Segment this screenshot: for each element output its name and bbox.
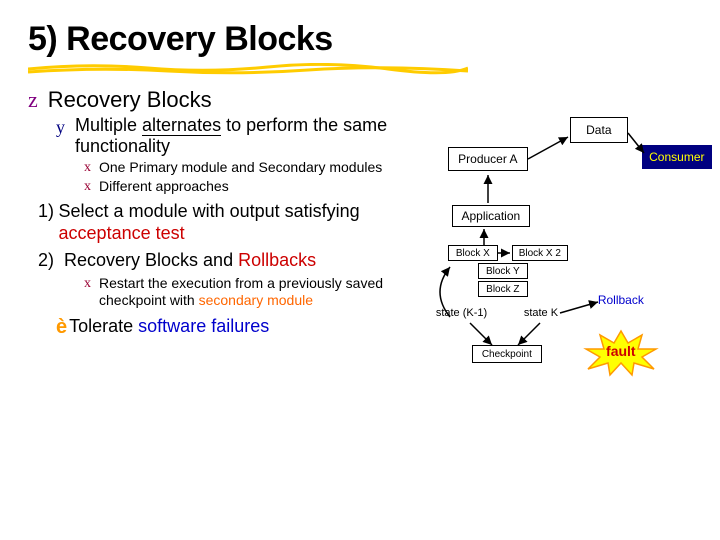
application-box: Application — [452, 205, 530, 227]
consumer-box: Consumer — [642, 145, 712, 169]
text-content: z Recovery Blocks y Multiple alternates … — [28, 87, 400, 397]
block-x-box: Block X — [448, 245, 498, 261]
level3-text: One Primary module and Secondary modules — [99, 159, 382, 176]
block-x2-box: Block X 2 — [512, 245, 568, 261]
arrow-bullet: è — [56, 316, 67, 339]
level1-text: Recovery Blocks — [48, 87, 212, 113]
arrow-text: Tolerate software failures — [69, 316, 269, 337]
fault-burst: fault — [582, 329, 660, 382]
checkpoint-box: Checkpoint — [472, 345, 542, 363]
title-underline — [28, 63, 468, 73]
state-k1-label: state (K-1) — [436, 307, 487, 319]
number-bullet: 2) — [38, 250, 64, 271]
level3-text: Different approaches — [99, 178, 229, 195]
number-bullet: 1) — [38, 201, 59, 222]
numbered-text: Recovery Blocks and Rollbacks — [64, 250, 316, 271]
numbered-text: Select a module with output satisfying a… — [59, 201, 400, 243]
state-k-label: state K — [524, 307, 558, 319]
data-box: Data — [570, 117, 628, 143]
y-bullet: y — [56, 117, 65, 138]
x-bullet: x — [84, 276, 91, 292]
producer-box: Producer A — [448, 147, 528, 171]
block-z-box: Block Z — [478, 281, 528, 297]
z-bullet: z — [28, 87, 38, 113]
level3-text: Restart the execution from a previously … — [99, 275, 400, 308]
x-bullet: x — [84, 179, 91, 195]
slide-title: 5) Recovery Blocks — [28, 20, 692, 59]
level2-text: Multiple alternates to perform the same … — [75, 115, 400, 157]
block-y-box: Block Y — [478, 263, 528, 279]
x-bullet: x — [84, 160, 91, 176]
diagram-area: Data Consumer Producer A — [400, 87, 692, 397]
rollback-label: Rollback — [598, 293, 644, 307]
